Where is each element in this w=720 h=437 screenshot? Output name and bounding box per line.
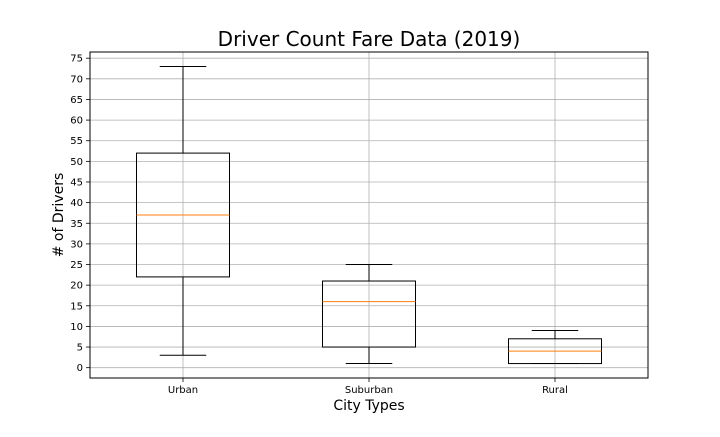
y-tick-label: 15: [70, 301, 83, 312]
plot-frame: [89, 51, 649, 379]
y-tick-label: 35: [70, 219, 83, 230]
y-tick-label: 55: [70, 136, 83, 147]
x-axis-label: City Types: [333, 398, 404, 414]
y-tick-label: 0: [77, 363, 83, 374]
chart-title: Driver Count Fare Data (2019): [218, 27, 521, 51]
box-rural: [508, 330, 602, 365]
y-axis-label: # of Drivers: [51, 173, 67, 258]
iqr-box: [322, 280, 416, 348]
y-tick-label: 45: [70, 177, 83, 188]
box-urban: [136, 65, 230, 356]
y-tick-label: 70: [70, 74, 83, 85]
x-tick-label: Urban: [168, 385, 198, 396]
y-tick-label: 60: [70, 116, 83, 127]
y-tick-label: 40: [70, 198, 83, 209]
x-tick-label: Suburban: [345, 385, 393, 396]
y-tick-label: 5: [77, 343, 83, 354]
box-series: [136, 65, 602, 365]
y-tick-label: 65: [70, 95, 83, 106]
y-tick-label: 10: [70, 322, 83, 333]
y-tick-label: 75: [70, 54, 83, 65]
box-suburban: [322, 264, 416, 365]
y-tick-label: 50: [70, 157, 83, 168]
y-tick-label: 30: [70, 239, 83, 250]
y-tick-label: 25: [70, 260, 83, 271]
x-tick-label: Rural: [542, 385, 568, 396]
y-tick-label: 20: [70, 281, 83, 292]
axis-ticks: 0 5 10 15 20 25 30 35 40 45 50 55 60 65 70 75 Urban Subur…: [70, 54, 568, 396]
